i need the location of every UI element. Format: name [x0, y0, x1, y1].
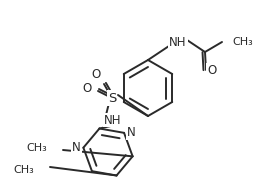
Text: O: O	[208, 64, 217, 76]
Text: NH: NH	[169, 35, 187, 49]
Text: N: N	[127, 126, 135, 139]
Text: S: S	[108, 91, 116, 105]
Text: NH: NH	[104, 113, 122, 127]
Text: CH₃: CH₃	[232, 37, 253, 47]
Text: N: N	[72, 141, 81, 154]
Text: CH₃: CH₃	[26, 143, 47, 153]
Text: CH₃: CH₃	[13, 165, 34, 175]
Text: O: O	[91, 68, 101, 82]
Text: O: O	[82, 82, 92, 95]
